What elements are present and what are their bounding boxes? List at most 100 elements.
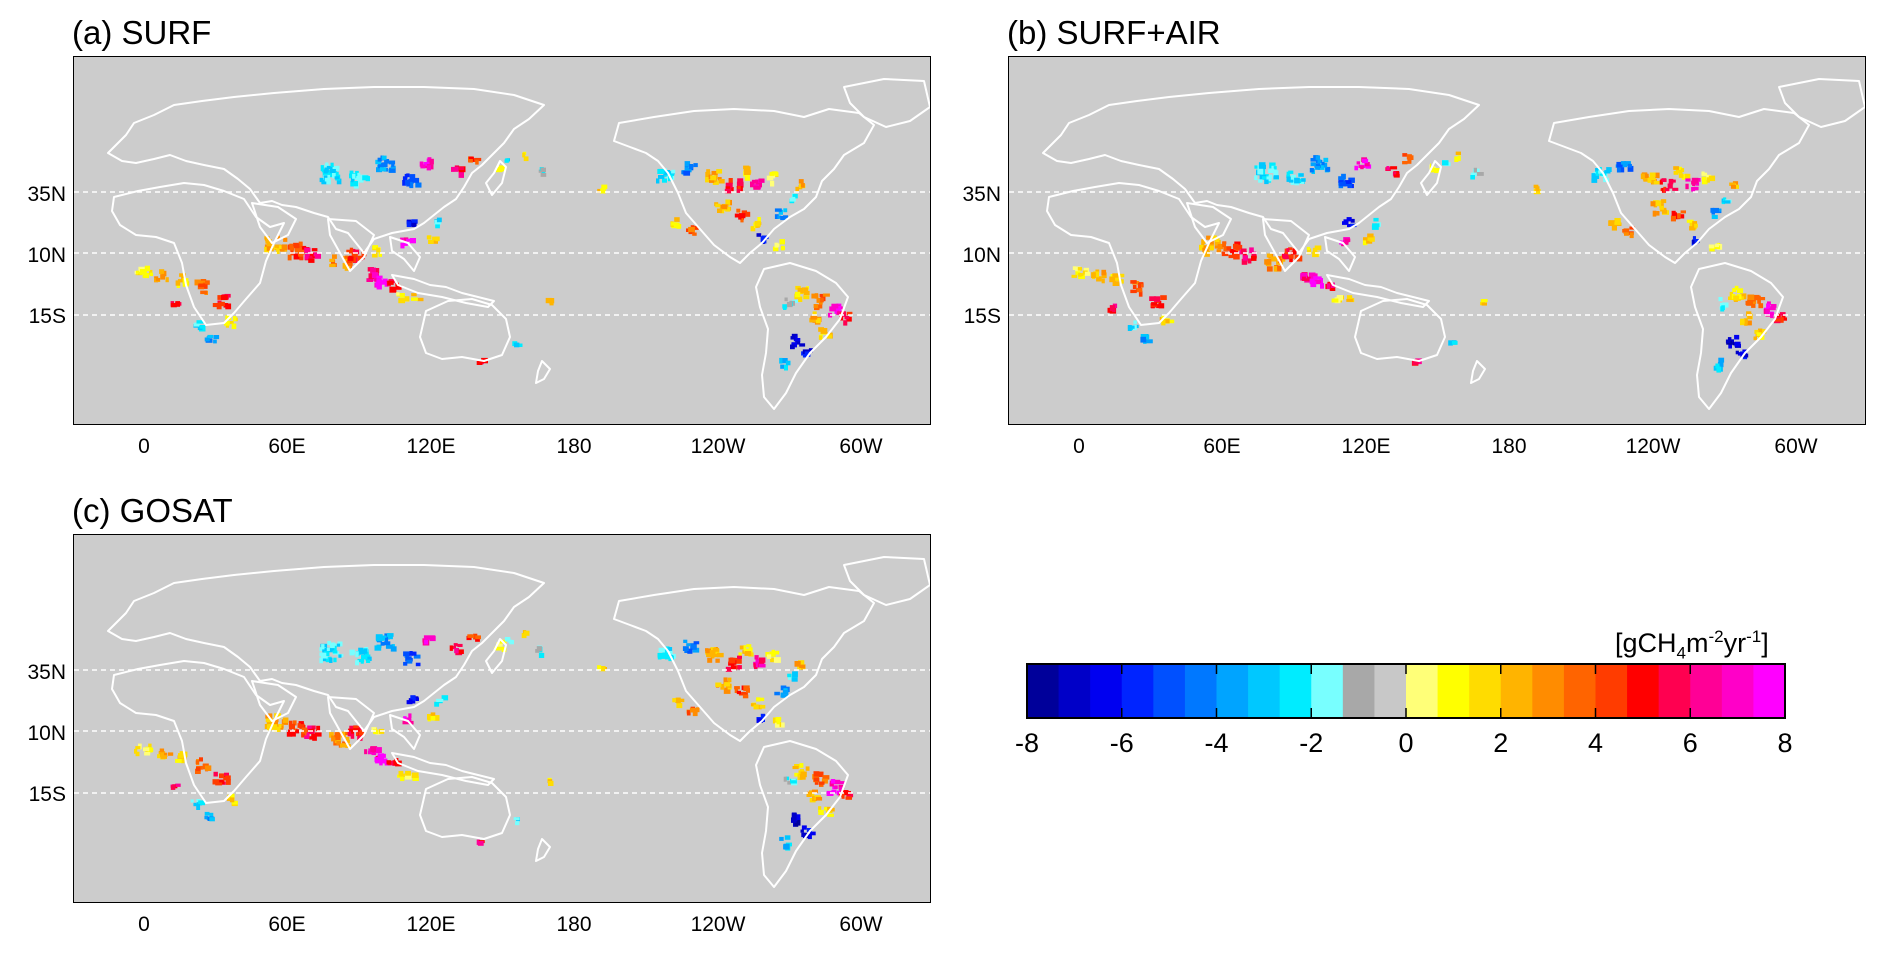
flux-cell bbox=[406, 717, 412, 722]
flux-cell bbox=[1329, 285, 1335, 291]
flux-cell bbox=[1312, 247, 1318, 254]
flux-cell bbox=[781, 245, 785, 251]
flux-cell bbox=[656, 178, 660, 184]
flux-cell bbox=[795, 341, 801, 345]
flux-cell bbox=[1313, 276, 1318, 280]
flux-cell bbox=[820, 328, 828, 334]
flux-cell bbox=[1138, 290, 1143, 297]
flux-cell bbox=[370, 746, 378, 752]
flux-cell bbox=[336, 643, 341, 647]
flux-cell bbox=[375, 281, 382, 287]
flux-cell bbox=[1644, 173, 1649, 178]
flux-cell bbox=[1338, 184, 1344, 189]
flux-cell bbox=[1266, 266, 1273, 272]
flux-cell bbox=[1689, 226, 1696, 231]
flux-cell bbox=[696, 707, 700, 713]
flux-cell bbox=[1668, 178, 1674, 185]
flux-cell bbox=[1323, 162, 1328, 168]
flux-cell bbox=[1156, 304, 1160, 309]
flux-cell bbox=[293, 242, 299, 247]
coastline bbox=[391, 752, 495, 786]
flux-cell bbox=[707, 657, 713, 663]
flux-cell bbox=[785, 360, 791, 366]
flux-cell bbox=[293, 728, 298, 733]
flux-cell bbox=[1356, 161, 1360, 165]
flux-cell bbox=[728, 178, 733, 184]
flux-cell bbox=[1711, 208, 1715, 215]
flux-cell bbox=[469, 634, 475, 638]
flux-cell bbox=[676, 222, 680, 228]
flux-cell bbox=[353, 249, 360, 255]
flux-cell bbox=[1222, 241, 1226, 247]
flux-cell bbox=[755, 662, 760, 668]
flux-cell bbox=[831, 789, 837, 794]
flux-cell bbox=[148, 743, 152, 748]
flux-cell bbox=[705, 171, 711, 178]
flux-cell bbox=[773, 650, 780, 655]
flux-layer bbox=[134, 630, 854, 851]
flux-cell bbox=[1393, 171, 1397, 175]
colorbar-segment bbox=[1563, 664, 1597, 718]
lat-label-35n: 35N bbox=[27, 661, 66, 684]
flux-cell bbox=[1286, 248, 1290, 252]
flux-cell bbox=[734, 686, 740, 690]
flux-cell bbox=[1288, 254, 1294, 259]
flux-cell bbox=[1402, 153, 1408, 157]
flux-cell bbox=[724, 188, 732, 194]
flux-cell bbox=[523, 156, 529, 162]
flux-cell bbox=[716, 169, 723, 174]
flux-cell bbox=[1614, 221, 1621, 225]
flux-cell bbox=[376, 284, 382, 290]
colorbar-segment bbox=[1342, 664, 1376, 718]
flux-cell bbox=[321, 179, 329, 185]
flux-cell bbox=[433, 240, 438, 244]
flux-cell bbox=[399, 293, 405, 298]
flux-cell bbox=[1724, 200, 1731, 204]
coastline bbox=[485, 638, 507, 674]
flux-cell bbox=[229, 797, 235, 803]
flux-cell bbox=[135, 746, 141, 750]
flux-cell bbox=[522, 152, 526, 158]
flux-cell bbox=[162, 270, 167, 277]
flux-cell bbox=[323, 169, 328, 174]
flux-cell bbox=[780, 364, 785, 369]
flux-cell bbox=[402, 180, 407, 186]
flux-cell bbox=[1451, 340, 1458, 345]
flux-cell bbox=[377, 157, 382, 162]
flux-cell bbox=[716, 652, 724, 658]
flux-cell bbox=[420, 164, 426, 169]
flux-cell bbox=[1768, 306, 1776, 311]
colorbar-segment bbox=[1690, 664, 1723, 718]
flux-cell bbox=[346, 739, 350, 744]
flux-cell bbox=[304, 735, 310, 739]
flux-cell bbox=[144, 272, 150, 279]
flux-cell bbox=[1354, 165, 1359, 171]
flux-cell bbox=[404, 774, 412, 780]
flux-cell bbox=[1211, 235, 1217, 240]
flux-cell bbox=[1078, 274, 1085, 280]
flux-cell bbox=[1130, 280, 1137, 284]
coastline bbox=[1326, 274, 1430, 308]
flux-cell bbox=[1163, 319, 1170, 324]
flux-cell bbox=[266, 242, 273, 248]
flux-cell bbox=[183, 751, 188, 757]
flux-cell bbox=[809, 317, 817, 323]
flux-cell bbox=[549, 301, 554, 306]
flux-cell bbox=[454, 648, 459, 654]
flux-cell bbox=[743, 165, 750, 170]
flux-cell bbox=[1075, 266, 1081, 272]
flux-cell bbox=[711, 170, 718, 175]
flux-cell bbox=[1251, 255, 1257, 261]
flux-cell bbox=[1406, 154, 1412, 160]
flux-cell bbox=[449, 645, 453, 651]
flux-cell bbox=[335, 171, 339, 177]
flux-cell bbox=[1247, 258, 1252, 264]
flux-cell bbox=[458, 172, 464, 178]
flux-cell bbox=[780, 215, 786, 221]
lon-label-120w: 120W bbox=[690, 913, 746, 936]
flux-cell bbox=[1671, 210, 1676, 216]
flux-cell bbox=[1254, 175, 1258, 181]
flux-cell bbox=[213, 771, 218, 777]
flux-cell bbox=[756, 233, 762, 237]
flux-cell bbox=[207, 334, 213, 338]
